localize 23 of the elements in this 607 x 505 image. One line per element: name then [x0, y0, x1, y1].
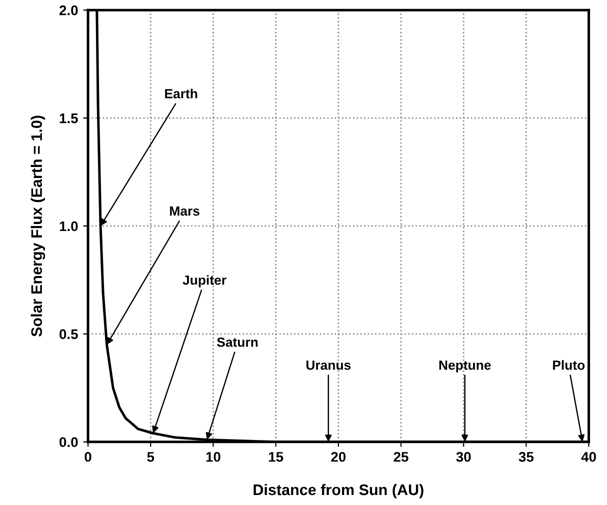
y-axis-title: Solar Energy Flux (Earth = 1.0): [30, 116, 46, 337]
x-tick-label: 15: [268, 452, 284, 462]
annotation: Saturn: [216, 337, 258, 347]
x-tick-label: 40: [581, 452, 596, 462]
annotation: Uranus: [306, 360, 351, 370]
x-tick-label: 30: [456, 452, 471, 462]
y-tick-label: 1.5: [60, 114, 78, 124]
x-tick-label: 35: [518, 452, 534, 462]
x-tick-label: 25: [394, 452, 408, 462]
y-tick-label: 0.0: [60, 437, 78, 448]
x-tick-label: 10: [206, 452, 220, 462]
annotation: Earth: [165, 88, 198, 98]
x-axis-title: Distance from Sun (AU): [254, 484, 424, 498]
annotation: Pluto: [553, 360, 585, 370]
y-tick-label: 1.0: [60, 221, 78, 232]
annotation: Neptune: [439, 360, 491, 372]
x-tick-label: 5: [147, 452, 154, 462]
y-tick-label: 0.5: [60, 329, 78, 340]
annotation: Mars: [170, 206, 200, 216]
y-tick-label: 2.0: [59, 5, 78, 16]
annotation: Jupiter: [182, 275, 226, 288]
x-tick-label: 20: [331, 452, 346, 462]
x-tick-label: 0: [84, 452, 92, 462]
